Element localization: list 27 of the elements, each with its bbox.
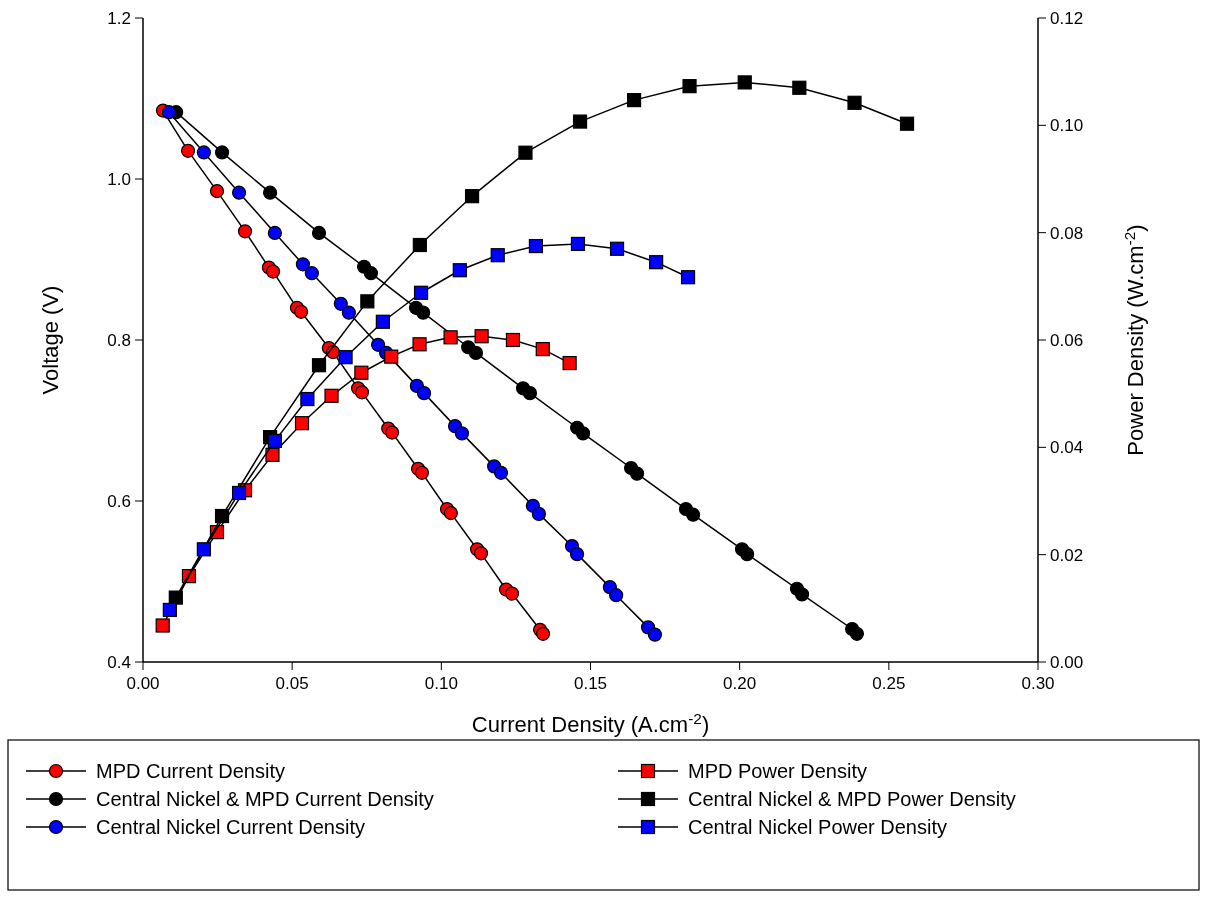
legend-label: Central Nickel & MPD Current Density [96,788,434,810]
legend-label: Central Nickel Current Density [96,816,365,838]
y2-tick-label: 0.06 [1050,331,1084,350]
x-tick-label: 0.30 [1021,674,1055,693]
y-tick-label: 1.0 [107,170,131,189]
y-tick-label: 0.6 [107,492,131,511]
x-tick-label: 0.00 [126,674,160,693]
legend-label: Central Nickel Power Density [688,816,947,838]
y2-tick-label: 0.04 [1050,438,1084,458]
y-tick-label: 0.8 [107,331,131,350]
y2-tick-label: 0.02 [1050,545,1084,565]
x-tick-label: 0.15 [573,674,608,693]
y2-tick-label: 0.00 [1050,653,1084,672]
legend-label: Central Nickel & MPD Power Density [688,788,1016,810]
y-tick-label: 0.4 [107,653,131,672]
x-tick-label: 0.20 [723,674,757,693]
y-tick-label: 1.2 [107,9,131,28]
x-tick-label: 0.05 [275,674,309,693]
y-axis-title: Voltage (V) [38,285,63,395]
x-axis-title: Current Density (A.cm$^{-2}$) [471,709,710,737]
y2-tick-label: 0.08 [1050,223,1084,243]
legend-label: MPD Current Density [96,760,285,782]
y2-tick-label: 0.10 [1050,116,1084,136]
x-tick-label: 0.10 [424,674,458,693]
x-tick-label: 0.25 [872,674,906,693]
legend-label: MPD Power Density [688,760,867,782]
y2-tick-label: 0.12 [1050,9,1084,28]
